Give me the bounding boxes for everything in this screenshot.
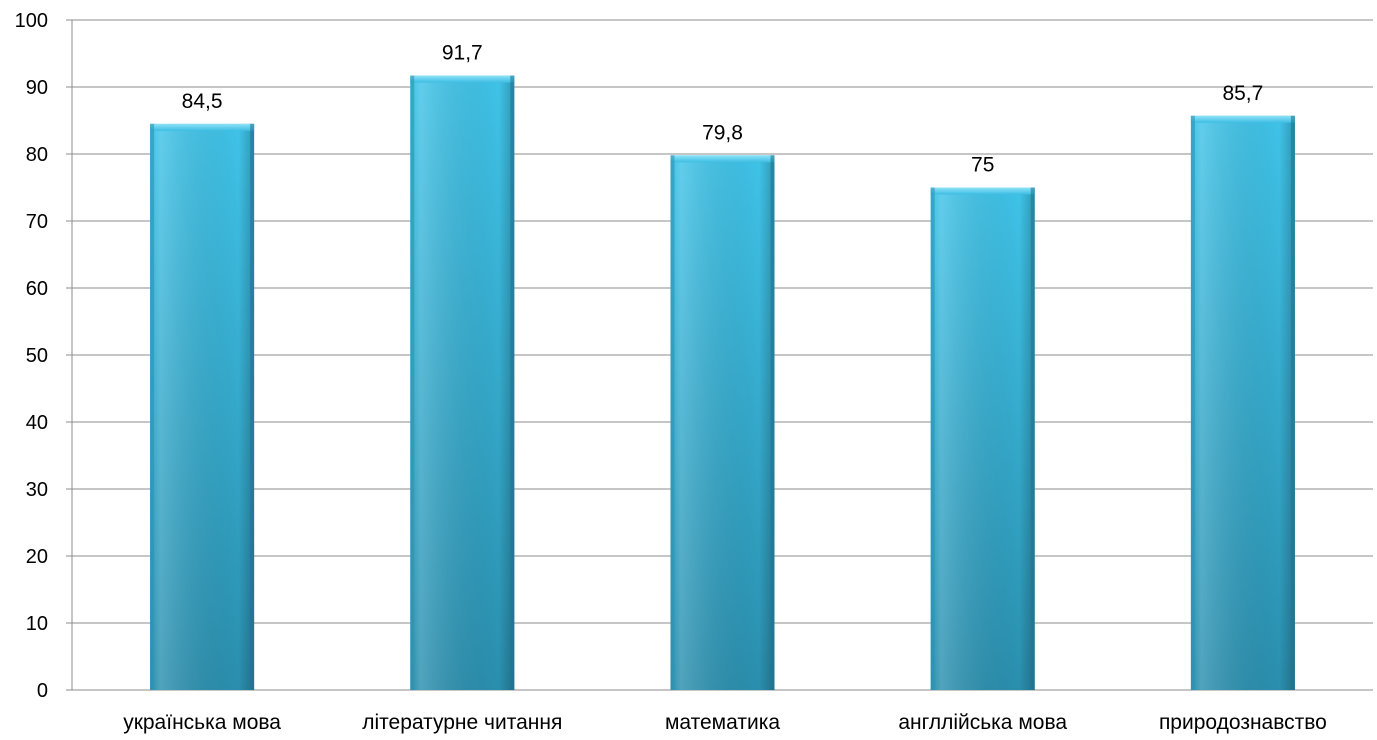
data-label: 91,7 (442, 42, 483, 65)
data-labels: 84,5 91,7 79,8 75 85,7 (182, 42, 1264, 177)
bar-2 (410, 75, 515, 691)
bar-right-edge (250, 123, 255, 691)
data-label: 85,7 (1222, 82, 1263, 105)
x-category-label: англлійська мова (898, 711, 1067, 734)
y-tick-label: 30 (26, 479, 48, 501)
bar-top-bevel (410, 75, 515, 83)
bar-right-edge (510, 75, 515, 691)
bar-shading (930, 187, 1035, 690)
y-tick-label: 70 (26, 211, 48, 233)
bar-left-edge (150, 123, 155, 691)
bar-4 (930, 187, 1035, 690)
bar-right-edge (1030, 187, 1035, 690)
bar-5 (1190, 115, 1295, 690)
bar-shading (1190, 115, 1295, 690)
data-label: 75 (971, 154, 994, 177)
bar-shading (410, 75, 515, 691)
y-tick-label: 90 (26, 77, 48, 99)
y-tick-label: 100 (15, 10, 48, 32)
bar-top-bevel (930, 187, 1035, 195)
bar-right-edge (1290, 115, 1295, 690)
y-tick-label: 50 (26, 345, 48, 367)
bar-right-edge (770, 155, 775, 691)
data-label: 79,8 (702, 121, 743, 144)
x-axis-category-labels: українська мова літературне читання матема… (123, 711, 1327, 734)
y-tick-label: 10 (26, 613, 48, 635)
y-tick-label: 0 (37, 680, 48, 702)
y-tick-label: 60 (26, 278, 48, 300)
data-label: 84,5 (182, 90, 223, 113)
y-tick-label: 20 (26, 546, 48, 568)
y-tick-label: 80 (26, 144, 48, 166)
x-category-label: літературне читання (362, 711, 562, 734)
bars (150, 75, 1295, 691)
bar-left-edge (410, 75, 415, 691)
bar-shading (150, 123, 255, 691)
y-axis-tick-labels: 0 10 20 30 40 50 60 70 80 90 100 (15, 10, 48, 702)
bar-top-bevel (670, 155, 775, 163)
y-tick-label: 40 (26, 412, 48, 434)
bar-shading (670, 155, 775, 691)
bar-top-bevel (150, 123, 255, 131)
bar-left-edge (1190, 115, 1195, 690)
x-category-label: українська мова (123, 711, 281, 734)
x-category-label: природознавство (1159, 711, 1327, 734)
bar-left-edge (930, 187, 935, 690)
bar-top-bevel (1190, 115, 1295, 123)
x-category-label: математика (665, 711, 780, 734)
bar-left-edge (670, 155, 675, 691)
bar-3 (670, 155, 775, 691)
bar-1 (150, 123, 255, 691)
